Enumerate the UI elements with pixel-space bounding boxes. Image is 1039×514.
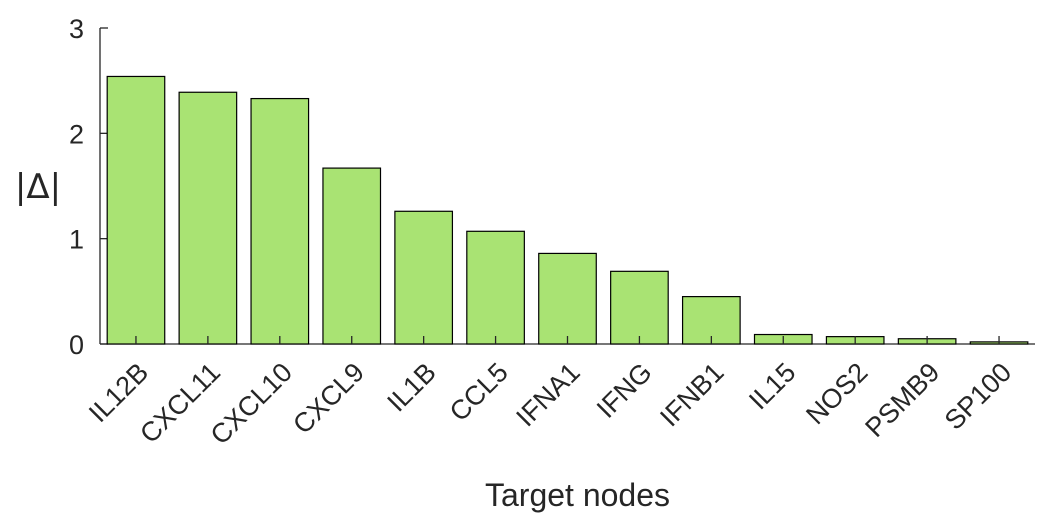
- x-tick-label: CCL5: [444, 357, 514, 427]
- bar-il1b: [394, 210, 454, 345]
- x-tick-label: PSMB9: [859, 357, 945, 443]
- y-tick-label: 1: [69, 225, 84, 255]
- x-tick-label: IFNG: [591, 357, 658, 424]
- bar-ifng: [610, 270, 669, 345]
- x-axis-label: Target nodes: [485, 477, 670, 513]
- y-tick-label: 3: [69, 14, 84, 44]
- bar-cxcl9: [322, 167, 382, 345]
- y-tick-label: 2: [69, 119, 84, 149]
- bar-ifna1: [538, 252, 597, 345]
- bars: [106, 75, 1029, 345]
- x-tick-label: IFNB1: [654, 357, 729, 432]
- x-tick-label: SP100: [939, 357, 1018, 436]
- bar-ccl5: [466, 230, 525, 345]
- x-tick-label: IFNA1: [510, 357, 585, 432]
- y-axis-label: |Δ|: [15, 167, 61, 207]
- bar-cxcl10: [250, 97, 310, 345]
- y-tick-label: 0: [69, 330, 84, 360]
- bar-il12b: [106, 75, 166, 345]
- x-tick-label: IL15: [743, 357, 801, 415]
- x-tick-label: CXCL9: [287, 357, 370, 440]
- x-tick-label: IL1B: [381, 357, 441, 417]
- y-axis: 0 1 2 3: [69, 14, 108, 360]
- bar-cxcl11: [178, 91, 238, 345]
